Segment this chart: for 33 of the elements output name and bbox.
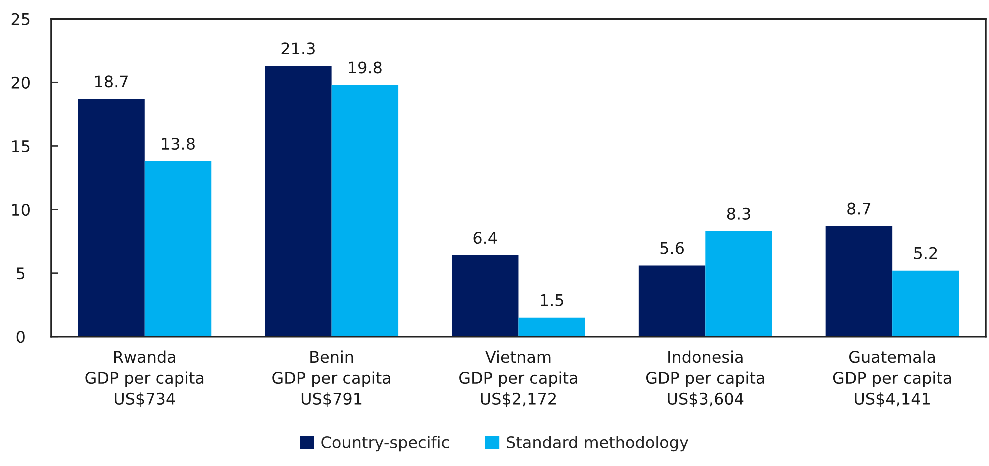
bar <box>518 318 586 337</box>
x-tick-label: Benin GDP per capita US$791 <box>272 350 390 408</box>
bar <box>826 226 893 337</box>
data-label: 6.4 <box>474 232 498 244</box>
data-label: 1.5 <box>541 294 564 306</box>
y-tick-label: 20 <box>12 76 30 89</box>
bar <box>78 99 145 337</box>
bar <box>144 161 212 337</box>
data-label: 13.8 <box>162 138 195 150</box>
bar <box>265 66 332 337</box>
x-tick-label: Vietnam GDP per capita US$2,172 <box>460 350 578 408</box>
y-tick-label: 15 <box>12 140 30 153</box>
legend-label: Standard methodology <box>507 436 688 452</box>
data-label: 19.8 <box>349 62 382 74</box>
bar <box>638 266 706 337</box>
legend-label: Country-specific <box>322 436 450 452</box>
bar <box>706 231 772 337</box>
data-label: 5.2 <box>914 247 938 260</box>
data-label: 5.6 <box>660 242 684 254</box>
y-tick-label: 0 <box>16 331 25 344</box>
bar <box>452 256 519 337</box>
bar <box>332 85 399 337</box>
y-tick-label: 10 <box>12 204 30 216</box>
data-label: 21.3 <box>282 42 315 55</box>
data-label: 8.3 <box>727 208 750 220</box>
x-tick-label: Guatemala GDP per capita US$4,141 <box>833 350 952 408</box>
x-tick-label: Rwanda GDP per capita US$734 <box>86 350 204 408</box>
y-tick-label: 5 <box>17 268 25 280</box>
y-tick-label: 25 <box>12 13 30 26</box>
bar <box>892 270 960 337</box>
x-tick-label: Indonesia GDP per capita US$3,604 <box>646 350 764 408</box>
data-label: 18.7 <box>95 76 128 88</box>
data-label: 8.7 <box>848 202 871 215</box>
